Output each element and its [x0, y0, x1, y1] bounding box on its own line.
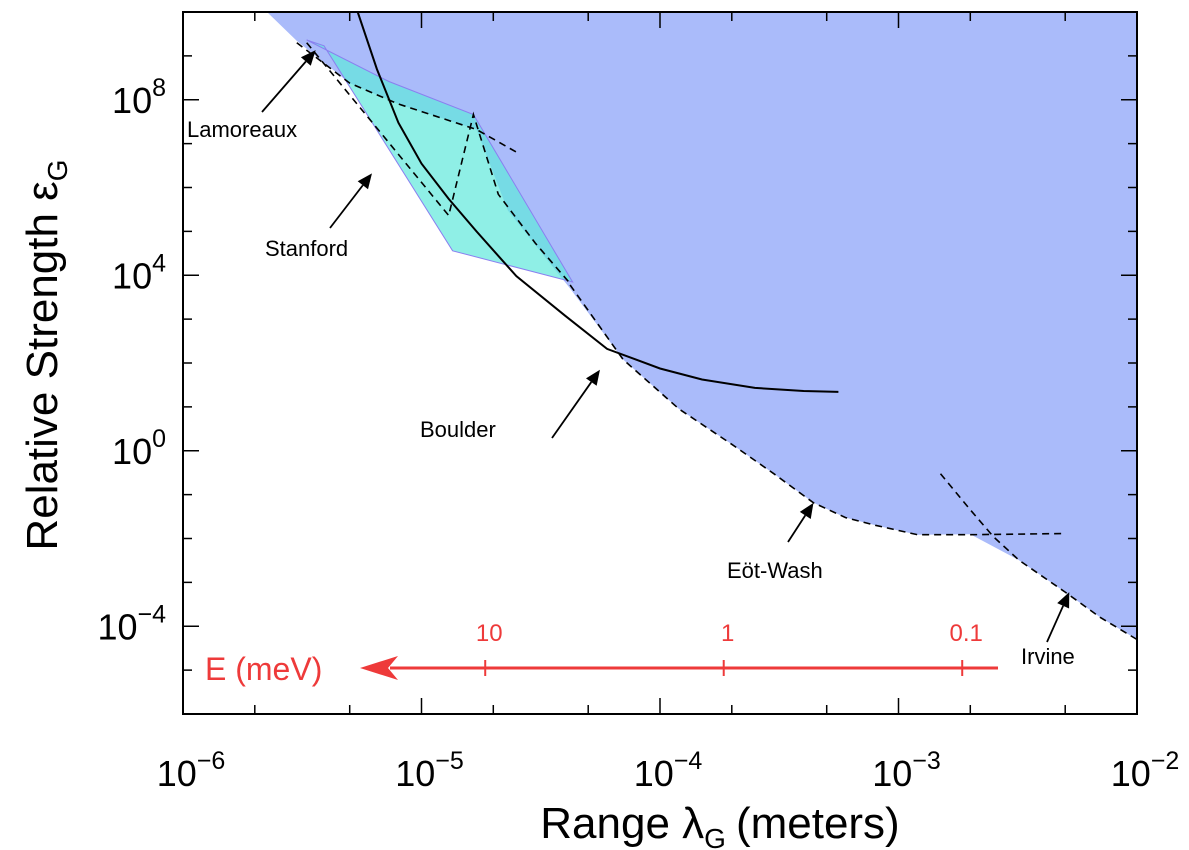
x-axis-title: Range λG (meters)	[540, 799, 899, 850]
annotation-label: Boulder	[420, 417, 496, 442]
x-axis-title-unit: (meters)	[736, 799, 900, 848]
y-axis-title: Relative Strength εG	[18, 159, 73, 550]
x-tick-label: 10−3	[872, 747, 941, 794]
energy-axis-label: E (meV)	[205, 651, 322, 687]
annotation-arrowhead	[585, 369, 600, 386]
y-tick-label: 108	[112, 74, 166, 121]
curve-stanford	[306, 42, 571, 285]
annotation-arrow	[329, 184, 364, 229]
annotation-arrowhead	[799, 502, 814, 519]
y-tick-label: 10−4	[97, 600, 166, 647]
annotation-label: Stanford	[265, 236, 348, 261]
energy-tick-label: 1	[721, 620, 734, 647]
y-axis-title-sub: G	[42, 159, 73, 181]
annotation-arrow	[787, 514, 807, 543]
annotation-arrow	[261, 60, 307, 113]
annotation-arrowhead	[1057, 592, 1070, 609]
y-tick-label: 100	[112, 425, 166, 472]
annotation-label: Lamoreaux	[187, 117, 297, 142]
energy-tick-label: 0.1	[950, 620, 983, 647]
energy-tick-label: 10	[476, 620, 503, 647]
energy-axis-arrowhead	[360, 656, 398, 680]
excluded-region	[267, 12, 1137, 640]
annotation-label: Irvine	[1021, 644, 1075, 669]
x-tick-label: 10−5	[395, 747, 464, 794]
curve-irvine	[939, 473, 1137, 641]
curve-boulder	[356, 12, 839, 393]
x-axis-title-sub: G	[704, 823, 726, 850]
annotation-arrowhead	[300, 50, 316, 66]
x-tick-label: 10−4	[634, 747, 703, 794]
y-tick-label: 104	[112, 249, 166, 296]
annotation-arrow	[1046, 605, 1064, 643]
curve-lamoreaux	[296, 42, 517, 153]
x-axis-title-main: Range λ	[540, 799, 704, 848]
annotation-arrow	[551, 381, 593, 439]
stanford-region	[306, 39, 574, 283]
annotation-arrowhead	[357, 173, 372, 190]
annotation-label: Eöt-Wash	[727, 558, 823, 583]
x-tick-label: 10−2	[1111, 747, 1180, 794]
y-axis-title-main: Relative Strength ε	[18, 181, 67, 550]
x-tick-label: 10−6	[157, 747, 226, 794]
